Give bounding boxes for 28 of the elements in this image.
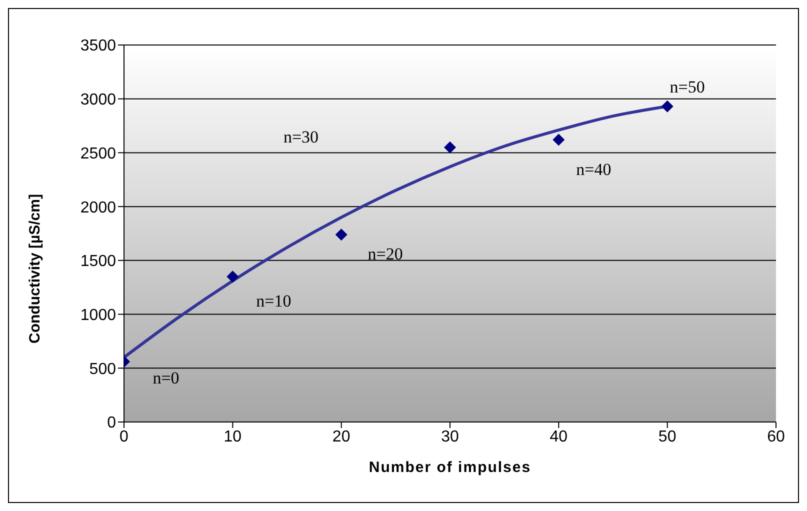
x-tick-label: 60 xyxy=(767,428,785,446)
point xyxy=(335,228,348,241)
annotation: n=0 xyxy=(152,368,180,388)
annotation: n=30 xyxy=(283,128,319,146)
y-tick-label: 3500 xyxy=(80,38,116,55)
y-tick-label: 1000 xyxy=(80,306,116,324)
x-tick-label: 30 xyxy=(441,428,459,446)
point xyxy=(661,100,674,112)
point xyxy=(226,270,239,283)
point xyxy=(552,134,565,146)
annotation: n=50 xyxy=(670,77,705,96)
x-tick-label: 50 xyxy=(658,428,676,446)
y-tick-label: 0 xyxy=(107,414,116,432)
y-tick-label: 1500 xyxy=(80,253,116,270)
annotation: n=40 xyxy=(576,160,612,179)
y-tick-label: 500 xyxy=(89,360,116,378)
point xyxy=(444,141,456,154)
x-axis-title: Number of impulses xyxy=(368,459,532,476)
x-tick-label: 10 xyxy=(224,428,242,446)
annotation: n=20 xyxy=(368,244,403,264)
x-tick-label: 40 xyxy=(550,428,568,446)
x-tick-label: 20 xyxy=(332,428,350,446)
x-tick-label: 0 xyxy=(120,428,129,446)
y-tick-label: 2000 xyxy=(80,199,116,216)
y-axis-title: Conductivity [µS/cm] xyxy=(26,194,44,344)
annotation: n=10 xyxy=(256,292,292,311)
y-tick-label: 3000 xyxy=(80,92,116,109)
y-tick-label: 2500 xyxy=(80,145,116,162)
